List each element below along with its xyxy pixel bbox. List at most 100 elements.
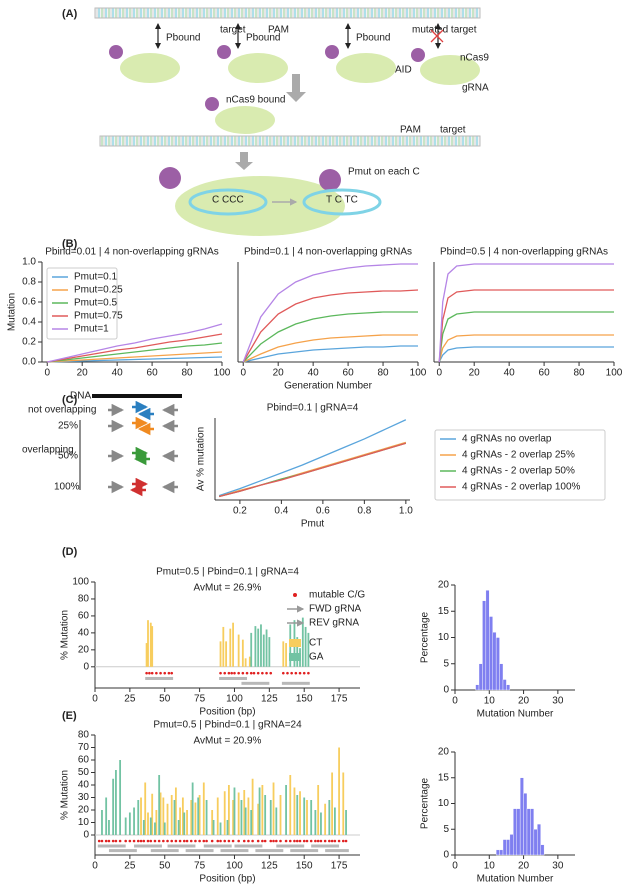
x-tick-label: 100 xyxy=(606,368,623,379)
line xyxy=(438,289,614,363)
mutable-site xyxy=(166,839,169,843)
y-tick-label: 40 xyxy=(78,628,90,639)
label: overlapping xyxy=(22,445,74,456)
mutable-site xyxy=(227,839,231,843)
mutable-site xyxy=(223,839,227,843)
legend-label: FWD gRNA xyxy=(309,604,362,615)
bar xyxy=(119,760,122,835)
bar xyxy=(147,620,149,667)
ncas9 xyxy=(420,55,480,85)
aid xyxy=(159,167,181,189)
line xyxy=(218,419,407,497)
bar xyxy=(223,791,226,835)
legend-frame xyxy=(434,429,606,501)
x-axis-label: Mutation Number xyxy=(477,709,554,720)
y-tick-label: 20 xyxy=(438,747,450,758)
bar xyxy=(226,820,229,835)
bar xyxy=(229,628,232,667)
bar xyxy=(108,820,110,835)
dna-strand xyxy=(99,135,481,147)
y-tick-label: 15 xyxy=(438,606,450,617)
legend-label: CT xyxy=(309,638,322,649)
line xyxy=(47,356,223,363)
mutable-site xyxy=(139,839,143,843)
x-axis-label: Position (bp) xyxy=(199,707,255,718)
grna xyxy=(234,844,263,848)
mutable-site xyxy=(237,671,240,675)
mutable-site xyxy=(205,839,208,843)
mutable-site xyxy=(314,839,317,843)
bar xyxy=(310,800,313,835)
label: T C TC xyxy=(326,195,358,206)
x-tick-label: 20 xyxy=(518,861,530,872)
mutable-site xyxy=(155,671,158,675)
label: 100% xyxy=(54,482,80,493)
line xyxy=(242,289,419,363)
histogram-bar xyxy=(499,849,504,856)
x-tick-label: 0.4 xyxy=(274,506,288,517)
bar xyxy=(151,626,154,667)
x-tick-label: 1.0 xyxy=(399,506,413,517)
aid xyxy=(205,97,219,111)
mutable-site xyxy=(210,839,214,843)
histogram-bar xyxy=(495,637,500,691)
histogram-bar xyxy=(492,632,497,691)
bar xyxy=(333,807,336,835)
x-tick-label: 75 xyxy=(194,694,206,705)
mutable-site xyxy=(189,839,193,843)
label: mutated target xyxy=(412,25,477,36)
bar xyxy=(186,810,188,835)
x-tick-label: 150 xyxy=(296,861,313,872)
mutable-site xyxy=(146,839,150,843)
mutable-site xyxy=(159,671,162,675)
bar xyxy=(232,800,234,835)
x-tick-label: 100 xyxy=(214,368,231,379)
mutable-site xyxy=(341,839,345,843)
panel-label: (C) xyxy=(62,394,78,406)
y-tick-label: 60 xyxy=(78,755,90,766)
bar xyxy=(268,637,271,667)
histogram-bar xyxy=(526,808,531,856)
mutable-site xyxy=(290,671,293,675)
mutable-site xyxy=(231,839,235,843)
mutable-site xyxy=(153,839,157,843)
y-tick-label: 0.8 xyxy=(22,277,36,288)
label: nCas9 xyxy=(460,53,489,64)
mutable-site xyxy=(286,671,289,675)
grna xyxy=(255,849,284,853)
bar xyxy=(128,812,131,835)
y-tick-label: 100 xyxy=(72,577,89,588)
bar xyxy=(112,778,115,835)
aid xyxy=(319,169,341,191)
bar xyxy=(222,626,225,667)
bar xyxy=(265,629,268,667)
y-tick-label: 20 xyxy=(78,805,90,816)
label: AID xyxy=(395,65,412,76)
bar xyxy=(307,632,310,667)
grna xyxy=(241,681,270,685)
chart-title: Pmut=0.5 | Pbind=0.1 | gRNA=4 xyxy=(156,567,299,578)
bar xyxy=(137,800,140,835)
bar xyxy=(216,797,219,835)
chart-title: Pbind=0.5 | 4 non-overlapping gRNAs xyxy=(440,247,608,258)
bar xyxy=(262,634,265,667)
bar xyxy=(181,797,184,835)
label: 50% xyxy=(58,451,78,462)
x-tick-label: 60 xyxy=(147,368,159,379)
y-axis-label: Percentage xyxy=(420,777,431,829)
aid xyxy=(109,45,123,59)
x-tick-label: 100 xyxy=(226,861,243,872)
line xyxy=(438,311,614,363)
bar xyxy=(198,795,201,835)
histogram-bar xyxy=(530,808,535,856)
grna xyxy=(108,849,137,853)
bar xyxy=(151,793,154,835)
y-tick-label: 30 xyxy=(78,792,90,803)
bar xyxy=(314,810,317,835)
x-tick-label: 20 xyxy=(273,368,285,379)
bar xyxy=(254,626,257,667)
mutable-site xyxy=(323,839,327,843)
x-tick-label: 25 xyxy=(124,861,136,872)
